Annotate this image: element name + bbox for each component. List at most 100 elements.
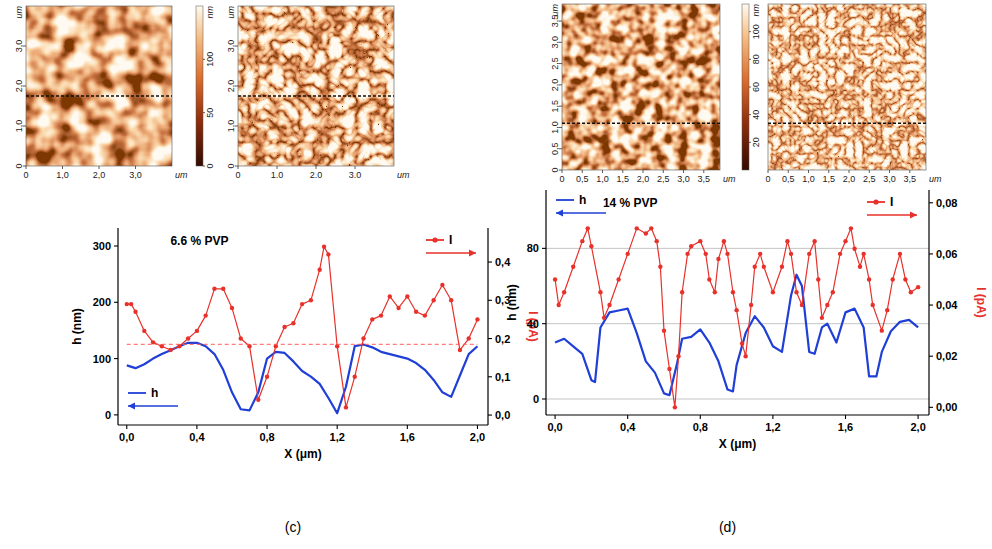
legend-entry: I (867, 195, 917, 219)
series-marker (780, 265, 784, 269)
line-chart: 0,00,40,81,21,62,0040800,000,020,040,060… (505, 190, 988, 535)
series-marker (825, 303, 829, 307)
y2-axis-title: I (pA) (526, 311, 540, 342)
series-marker (867, 277, 871, 281)
panel-caption: (c) (285, 519, 301, 535)
colorbar-tick-label: 0 (205, 163, 215, 168)
x-tick (126, 425, 127, 429)
series-marker (396, 306, 400, 310)
series-marker (820, 316, 824, 320)
series-marker (212, 287, 216, 291)
series-marker (762, 265, 766, 269)
x-tick (562, 170, 563, 173)
series-marker (370, 317, 374, 321)
series-marker (880, 328, 884, 332)
series-marker (440, 283, 444, 287)
x-tick-label: 2.0 (310, 170, 323, 180)
series-marker (449, 298, 453, 302)
x-tick (555, 415, 556, 419)
colorbar-tick-label: 100 (751, 24, 761, 39)
y-tick-label: 1,0 (226, 120, 236, 133)
y-tick-label: 0,5 (550, 142, 560, 155)
x-tick-label: 3,0 (677, 174, 690, 184)
x-tick (700, 415, 701, 419)
y2-tick (488, 376, 492, 377)
colorbar-tick-label: 20 (751, 137, 761, 147)
series-marker (423, 313, 427, 317)
series-marker (361, 336, 365, 340)
x-tick-label: 0 (559, 174, 564, 184)
series-marker (885, 308, 889, 312)
colorbar-tick-label: 50 (205, 108, 215, 118)
colorbar-tick-label: 100 (205, 52, 215, 67)
series-marker (553, 277, 557, 281)
y-unit: um (14, 6, 24, 19)
series-marker (607, 303, 611, 307)
y-tick-label: 2,0 (550, 79, 560, 92)
series-marker (838, 252, 842, 256)
afm-image (768, 4, 926, 170)
series-marker (916, 285, 920, 289)
y-tick (114, 302, 118, 303)
afm-panel: 01.02.03.0um01,02,03,0um050100nm (196, 6, 410, 180)
x-tick-label: 0,0 (119, 431, 134, 443)
y-tick (542, 248, 546, 249)
series-marker (667, 367, 671, 371)
plot-data (125, 245, 480, 414)
series-marker (743, 354, 747, 358)
y2-tick-label: 0,0 (495, 409, 510, 421)
colorbar-label: nm (751, 4, 761, 17)
series-marker (129, 302, 133, 306)
colorbar-tick-label: 40 (751, 110, 761, 120)
series-marker (221, 287, 225, 291)
series-marker (655, 239, 659, 243)
series-marker (379, 313, 383, 317)
image-frame (768, 4, 926, 170)
series-line (127, 344, 478, 345)
y-tick-label: 300 (93, 240, 111, 252)
afm-panel: 00,51,01,52,02,53,03,5um20406080100nm (742, 4, 942, 184)
y-tick-label: 0 (550, 167, 560, 172)
legend-entry: I (426, 233, 476, 257)
series-marker (658, 265, 662, 269)
y2-tick (488, 415, 492, 416)
x-tick (788, 170, 789, 173)
legend-arrow-head (910, 212, 917, 219)
series-marker (142, 329, 146, 333)
line-chart: 0,00,40,81,21,62,001002003000,00,10,20,3… (70, 228, 540, 535)
x-tick (845, 415, 846, 419)
series-marker (230, 306, 234, 310)
series-marker (291, 321, 295, 325)
profile-line (238, 95, 394, 96)
chart-title: 14 % PVP (603, 196, 658, 210)
series-marker (414, 310, 418, 314)
legend-arrow-head (469, 250, 476, 257)
y2-tick (929, 356, 933, 357)
x-tick-label: 1,2 (765, 421, 780, 433)
series-marker (186, 336, 190, 340)
afm-panel: 01,02,03,0um01,02,03,0um (14, 6, 188, 180)
series-marker (602, 316, 606, 320)
series-line (555, 275, 918, 396)
series-marker (203, 313, 207, 317)
y-unit: um (550, 4, 560, 17)
series-marker (125, 302, 129, 306)
y2-tick-label: 0,4 (495, 256, 511, 268)
series-marker (871, 303, 875, 307)
x-tick-label: 0 (23, 170, 28, 180)
x-unit: um (723, 174, 736, 184)
series-marker (133, 310, 137, 314)
series-marker (673, 405, 677, 409)
series-marker (707, 277, 711, 281)
legend-marker (432, 237, 437, 242)
series-marker (168, 348, 172, 352)
x-tick (196, 425, 197, 429)
series-marker (616, 277, 620, 281)
x-tick-label: 1.0 (271, 170, 284, 180)
legend-entry: h (128, 386, 178, 410)
y2-tick (929, 253, 933, 254)
y-tick-label: 0 (105, 409, 111, 421)
y-tick (114, 414, 118, 415)
series-marker (282, 325, 286, 329)
x-tick-label: 0 (235, 170, 240, 180)
